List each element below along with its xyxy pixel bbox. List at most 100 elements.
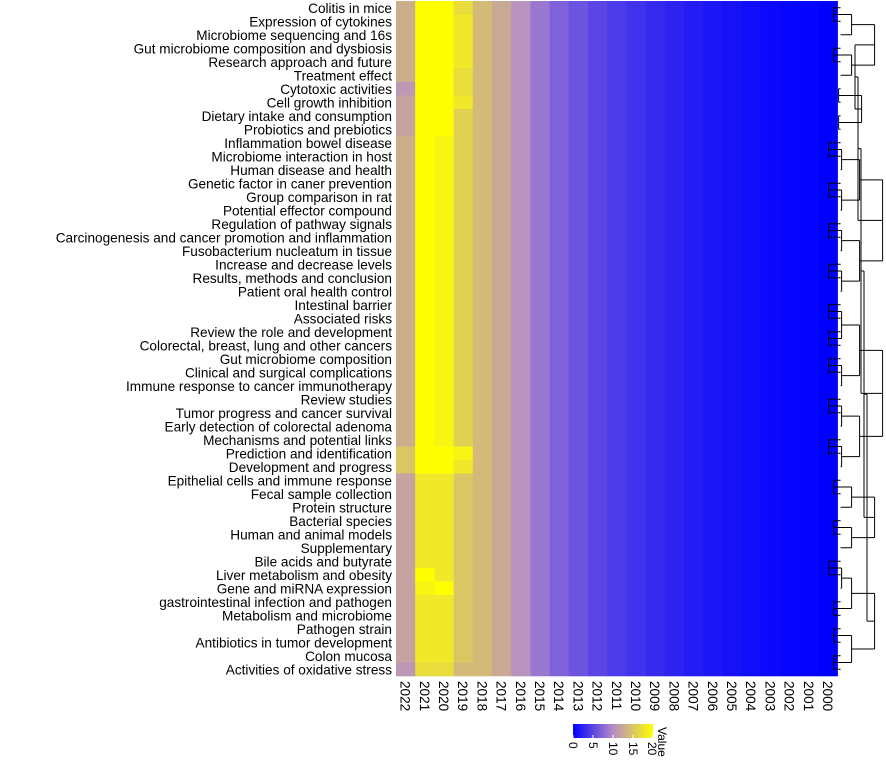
heatmap-cell — [799, 271, 819, 285]
heatmap-cell — [607, 419, 627, 434]
heatmap-cell — [434, 433, 454, 447]
heatmap-cell — [664, 82, 685, 96]
heatmap-cell — [549, 500, 570, 515]
heatmap-cell — [760, 176, 781, 191]
heatmap-cell — [760, 230, 781, 245]
heatmap-cell — [492, 325, 512, 339]
legend-color-bar — [573, 724, 653, 738]
heatmap-cell — [511, 554, 531, 569]
heatmap-cell — [722, 122, 742, 137]
heatmap-cell — [453, 473, 474, 488]
heatmap-cell — [607, 514, 627, 528]
heatmap-cell — [780, 55, 800, 69]
heatmap-cell — [664, 203, 685, 218]
heatmap-cell — [511, 176, 531, 191]
heatmap-cell — [703, 149, 723, 164]
heatmap-cell — [434, 55, 454, 69]
heatmap-cell — [703, 1, 723, 15]
heatmap-cell — [434, 82, 454, 96]
heatmap-cell — [722, 176, 742, 191]
heatmap-cell — [396, 190, 416, 204]
heatmap-cell — [741, 325, 762, 339]
heatmap-cell — [434, 473, 454, 488]
heatmap-cell — [568, 541, 589, 555]
heatmap-cell — [434, 95, 454, 110]
heatmap-cell — [453, 514, 474, 528]
heatmap-cell — [530, 230, 550, 245]
row-label: Carcinogenesis and cancer promotion and … — [56, 230, 392, 245]
heatmap-cell — [511, 109, 531, 123]
heatmap-cell — [626, 244, 646, 258]
heatmap-cell — [434, 527, 454, 542]
heatmap-cell — [549, 244, 570, 258]
heatmap-cell — [568, 230, 589, 245]
heatmap-cell — [645, 284, 666, 299]
heatmap-cell — [568, 365, 589, 380]
heatmap-cell — [453, 122, 474, 137]
heatmap-cell — [530, 554, 550, 569]
heatmap-cell — [703, 392, 723, 407]
row-label: Results, methods and conclusion — [193, 271, 393, 286]
heatmap-cell — [453, 95, 474, 110]
heatmap-cell — [626, 284, 646, 299]
heatmap-cell — [684, 446, 704, 461]
heatmap-cell — [415, 325, 435, 339]
heatmap-cell — [645, 68, 666, 83]
heatmap-cell — [760, 473, 781, 488]
heatmap-cell — [415, 406, 435, 420]
heatmap-cell — [472, 635, 493, 650]
heatmap-cell — [472, 608, 493, 623]
heatmap-cell — [472, 41, 493, 56]
heatmap-cell — [626, 163, 646, 177]
heatmap-cell — [511, 1, 531, 15]
heatmap-cell — [472, 406, 493, 420]
heatmap-cell — [453, 460, 474, 474]
heatmap-cell — [568, 460, 589, 474]
heatmap-cell — [818, 514, 838, 528]
heatmap-cell — [549, 541, 570, 555]
heatmap-cell — [722, 365, 742, 380]
heatmap-cell — [492, 230, 512, 245]
heatmap-cell — [703, 352, 723, 366]
heatmap-cell — [780, 217, 800, 231]
heatmap-cell — [760, 595, 781, 609]
heatmap-cell — [434, 176, 454, 191]
heatmap-cell — [664, 284, 685, 299]
heatmap-cell — [453, 163, 474, 177]
heatmap-cell — [549, 14, 570, 29]
row-label: Patient oral health control — [238, 284, 392, 299]
column-label: 2018 — [474, 681, 489, 711]
heatmap-cell — [549, 446, 570, 461]
heatmap-cell — [703, 95, 723, 110]
heatmap-cell — [511, 595, 531, 609]
heatmap-cell — [530, 392, 550, 407]
row-label: Dietary intake and consumption — [202, 109, 392, 124]
heatmap-cell — [453, 446, 474, 461]
heatmap-cell — [799, 1, 819, 15]
heatmap-cell — [472, 541, 493, 555]
heatmap-cell — [568, 55, 589, 69]
heatmap-cell — [492, 298, 512, 312]
heatmap-cell — [799, 230, 819, 245]
column-label: 2005 — [724, 681, 739, 711]
heatmap-cell — [511, 392, 531, 407]
heatmap-cell — [664, 298, 685, 312]
heatmap-cell — [492, 527, 512, 542]
heatmap-cell — [703, 446, 723, 461]
heatmap-cell — [549, 608, 570, 623]
heatmap-cell — [703, 622, 723, 636]
heatmap-cell — [453, 311, 474, 326]
column-label: 2009 — [647, 681, 662, 711]
heatmap-cell — [664, 379, 685, 393]
heatmap-cell — [818, 311, 838, 326]
heatmap-cell — [511, 28, 531, 42]
heatmap-cell — [664, 217, 685, 231]
heatmap-cell — [492, 514, 512, 528]
heatmap-cell — [645, 338, 666, 353]
row-label: Research approach and future — [208, 55, 392, 70]
legend-title: Value — [655, 727, 669, 757]
heatmap-cell — [588, 392, 608, 407]
heatmap-cell — [780, 406, 800, 420]
heatmap-cell — [530, 595, 550, 609]
heatmap-cell — [703, 487, 723, 501]
